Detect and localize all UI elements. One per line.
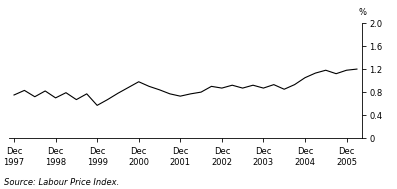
Text: %: % (358, 9, 366, 17)
Text: Source: Labour Price Index.: Source: Labour Price Index. (4, 178, 119, 187)
